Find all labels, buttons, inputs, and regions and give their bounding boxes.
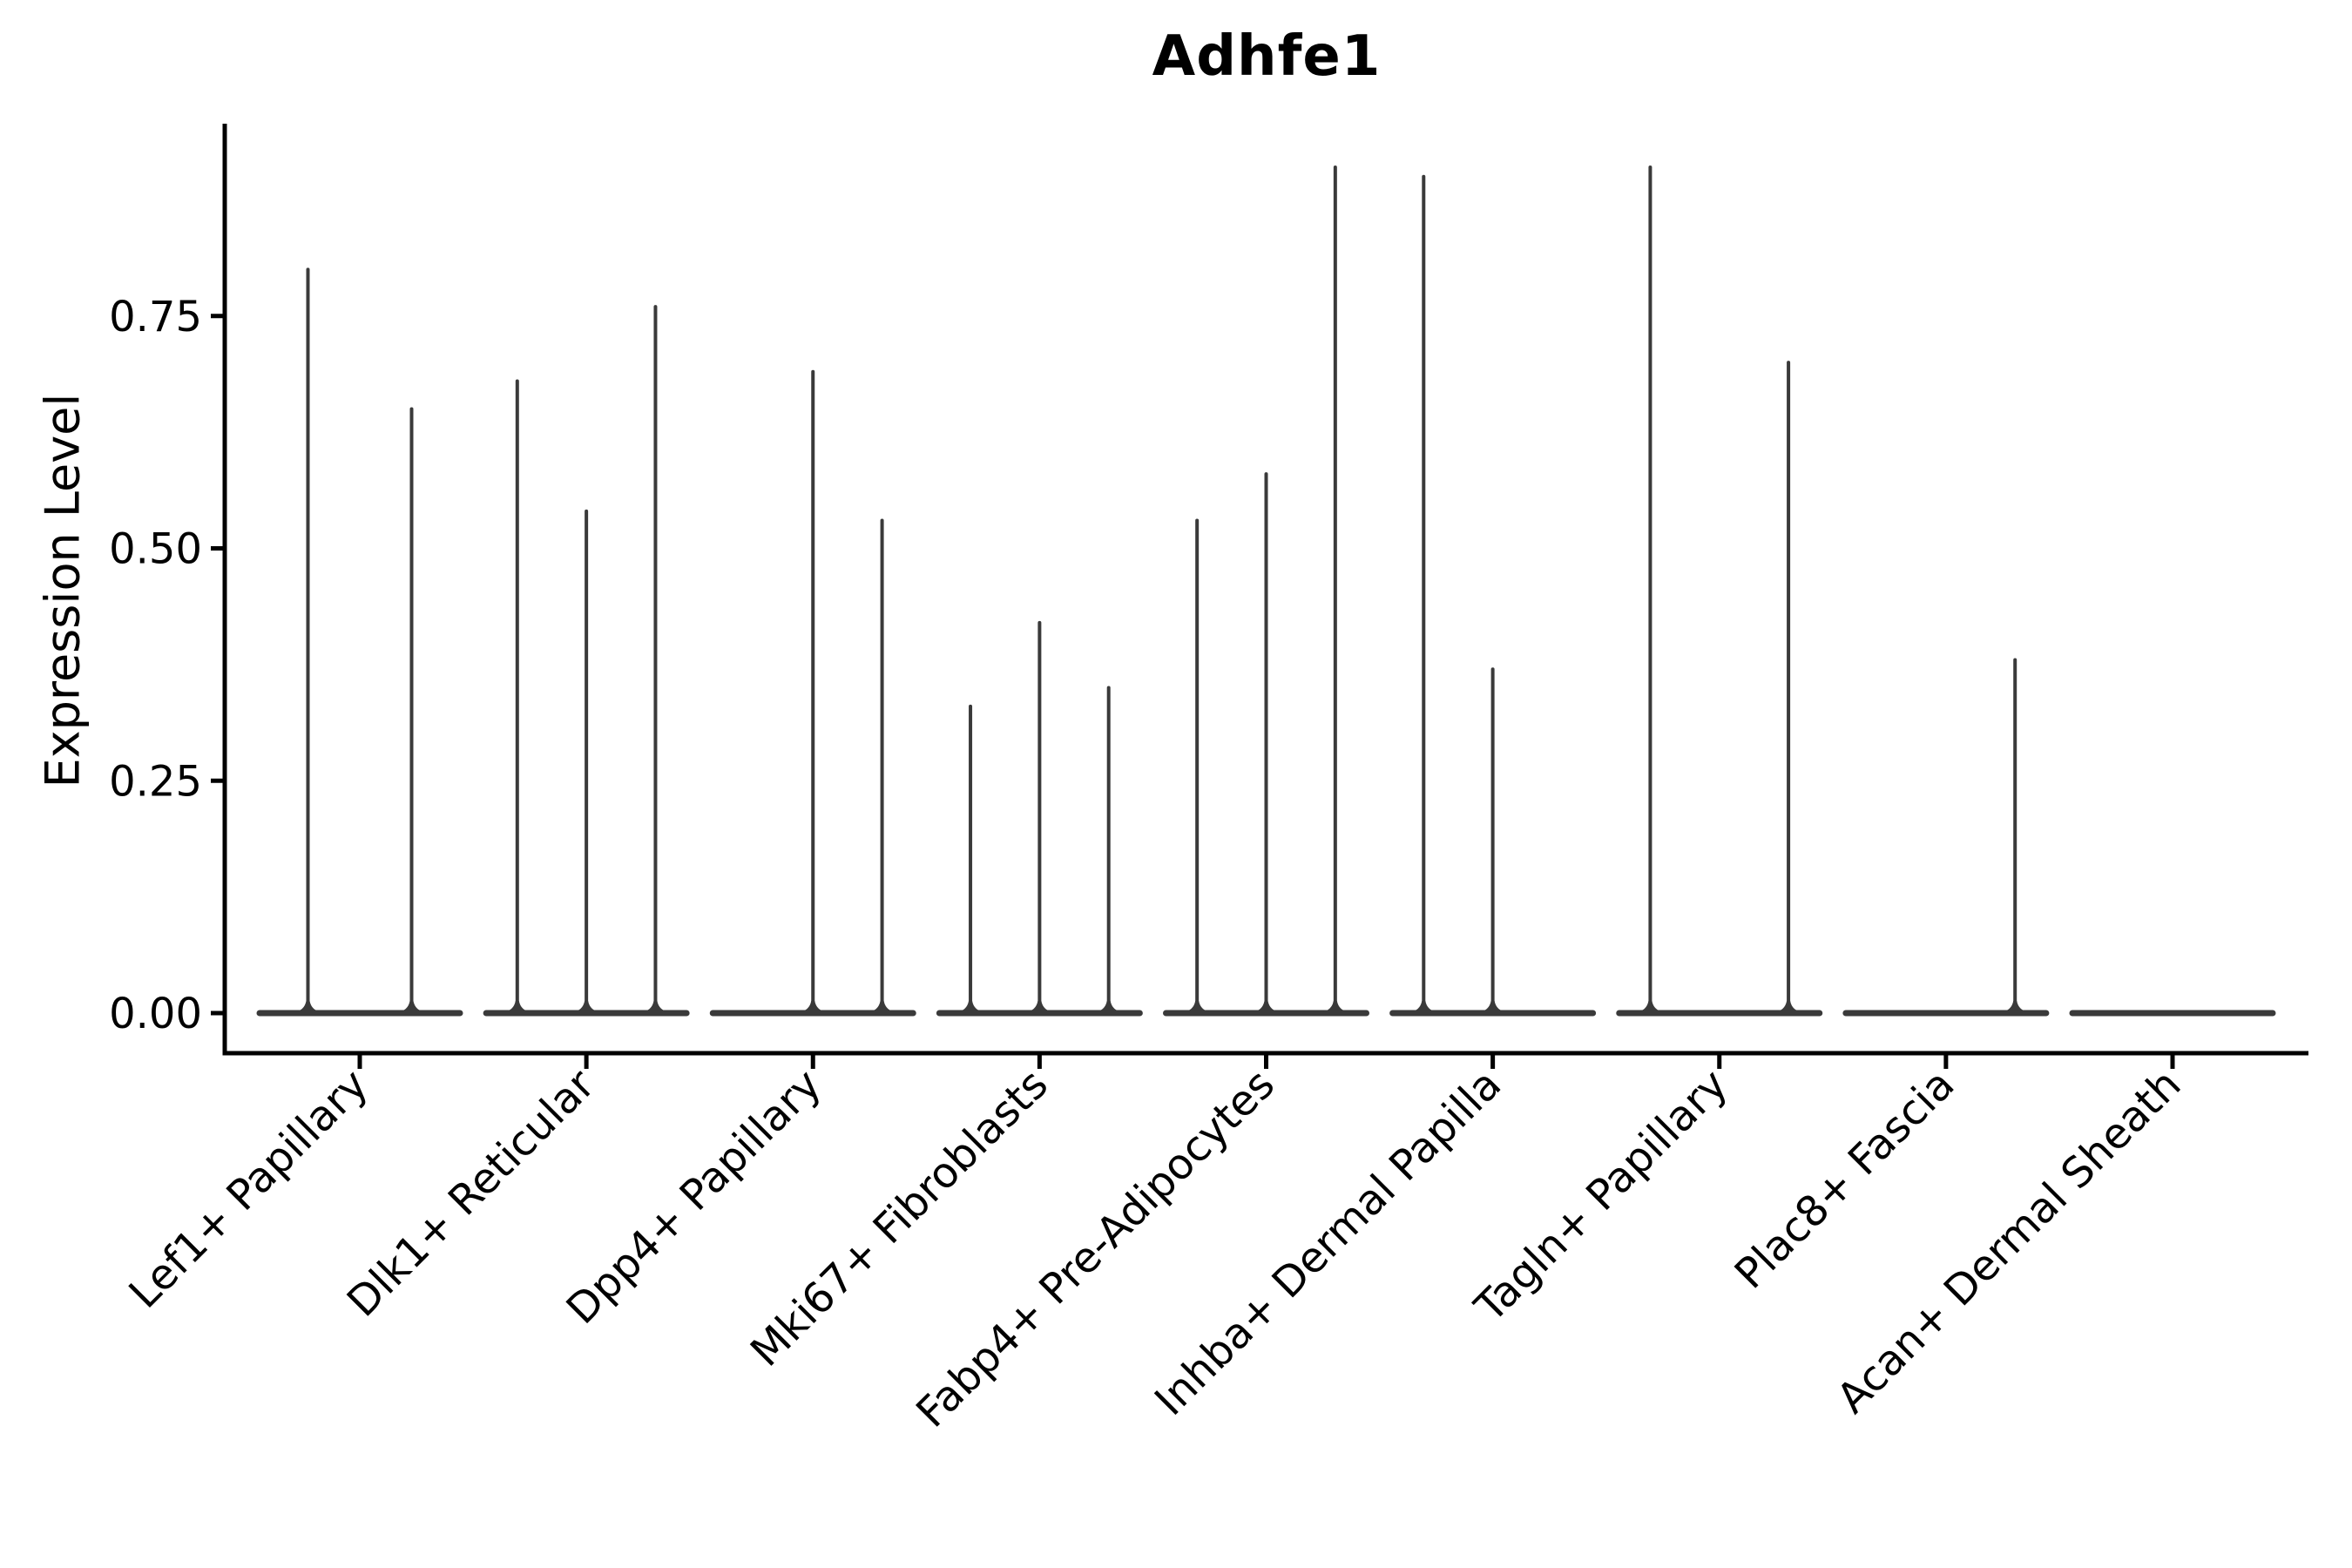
x-tick-label: Plac8+ Fascia: [1726, 1060, 1964, 1299]
y-tick-label: 0.25: [109, 757, 202, 806]
x-tick-label: Lef1+ Papillary: [120, 1060, 378, 1318]
chart-title: Adhfe1: [1152, 24, 1382, 89]
x-tick-label: Dlk1+ Reticular: [338, 1060, 605, 1327]
x-tick-label: Fabp4+ Pre-Adipocytes: [907, 1060, 1284, 1437]
y-tick-label: 0.00: [109, 990, 202, 1038]
y-tick-label: 0.75: [109, 293, 202, 341]
y-tick-label: 0.50: [109, 525, 202, 574]
x-tick-label: Tagln+ Papillary: [1465, 1060, 1737, 1332]
